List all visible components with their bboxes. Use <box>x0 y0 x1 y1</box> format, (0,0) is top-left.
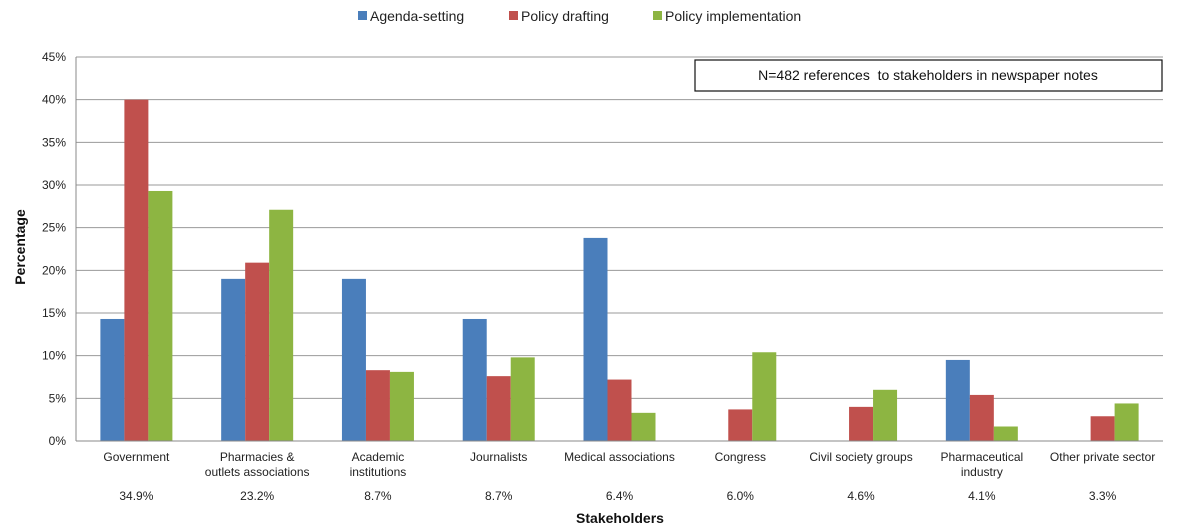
bar <box>945 359 970 441</box>
x-tick-label: Journalists <box>470 450 527 464</box>
category-share-label: 4.1% <box>968 489 996 503</box>
x-tick-label: Pharmacies & <box>220 450 295 464</box>
x-tick-label: Civil society groups <box>809 450 912 464</box>
x-tick-label: Academic <box>352 450 405 464</box>
y-tick-label: 15% <box>42 306 66 320</box>
category-share-labels: 34.9% 23.2% 8.7% 8.7% 6.4% 6.0% 4.6% 4.1% 3.3% <box>119 489 1116 503</box>
y-tick-label: 35% <box>42 135 66 149</box>
bar <box>969 394 994 441</box>
x-tick-label: Medical associations <box>564 450 675 464</box>
bar <box>462 318 487 441</box>
bars <box>100 99 1139 442</box>
bar <box>389 371 414 441</box>
category-share-label: 8.7% <box>364 489 392 503</box>
y-tick-labels: 0% 5% 10% 15% 20% 25% 30% 35% 40% 45% <box>42 50 66 448</box>
legend-label: Policy implementation <box>665 8 801 24</box>
bar <box>728 409 753 441</box>
bar <box>148 190 173 441</box>
legend: Agenda-setting Policy drafting Policy impl… <box>358 8 801 24</box>
y-tick-label: 25% <box>42 221 66 235</box>
bar <box>583 237 608 441</box>
category-share-label: 6.4% <box>606 489 634 503</box>
bar <box>993 426 1018 441</box>
bar <box>100 318 125 441</box>
bar <box>607 379 632 441</box>
y-tick-label: 5% <box>49 391 67 405</box>
category-share-label: 34.9% <box>119 489 153 503</box>
x-tick-label: outlets associations <box>205 465 310 479</box>
x-tick-label: Pharmaceutical <box>940 450 1023 464</box>
category-share-label: 4.6% <box>847 489 875 503</box>
bar <box>849 406 874 441</box>
bar <box>1114 403 1139 441</box>
bar <box>124 99 149 442</box>
category-share-label: 3.3% <box>1089 489 1117 503</box>
x-tick-label: Congress <box>715 450 766 464</box>
bar <box>873 389 898 441</box>
bar <box>221 278 246 441</box>
x-axis-title: Stakeholders <box>576 510 664 526</box>
category-share-label: 8.7% <box>485 489 513 503</box>
legend-swatch <box>509 11 518 20</box>
category-share-label: 6.0% <box>727 489 755 503</box>
y-tick-label: 10% <box>42 349 66 363</box>
legend-swatch <box>358 11 367 20</box>
legend-label: Policy drafting <box>521 8 609 24</box>
y-tick-label: 30% <box>42 178 66 192</box>
category-share-label: 23.2% <box>240 489 274 503</box>
bar <box>365 370 390 441</box>
bar <box>510 357 535 441</box>
bar <box>1090 416 1115 441</box>
bar <box>341 278 366 441</box>
y-tick-label: 20% <box>42 263 66 277</box>
x-tick-label: Government <box>103 450 170 464</box>
x-tick-label: industry <box>961 465 1003 479</box>
y-tick-label: 45% <box>42 50 66 64</box>
bar <box>752 352 777 441</box>
y-tick-label: 0% <box>49 434 67 448</box>
y-tick-label: 40% <box>42 93 66 107</box>
bar <box>269 209 294 441</box>
y-axis-title: Percentage <box>12 209 28 285</box>
annotation-box: N=482 references to stakeholders in news… <box>694 59 1163 92</box>
annotation-text: N=482 references to stakeholders in news… <box>758 67 1098 83</box>
bar <box>631 412 656 441</box>
legend-label: Agenda-setting <box>370 8 464 24</box>
category-labels: Government Pharmacies &outlets associatio… <box>103 450 1155 479</box>
legend-swatch <box>653 11 662 20</box>
x-tick-label: institutions <box>350 465 407 479</box>
bar <box>245 262 270 441</box>
bar <box>486 376 511 441</box>
x-tick-label: Other private sector <box>1050 450 1155 464</box>
